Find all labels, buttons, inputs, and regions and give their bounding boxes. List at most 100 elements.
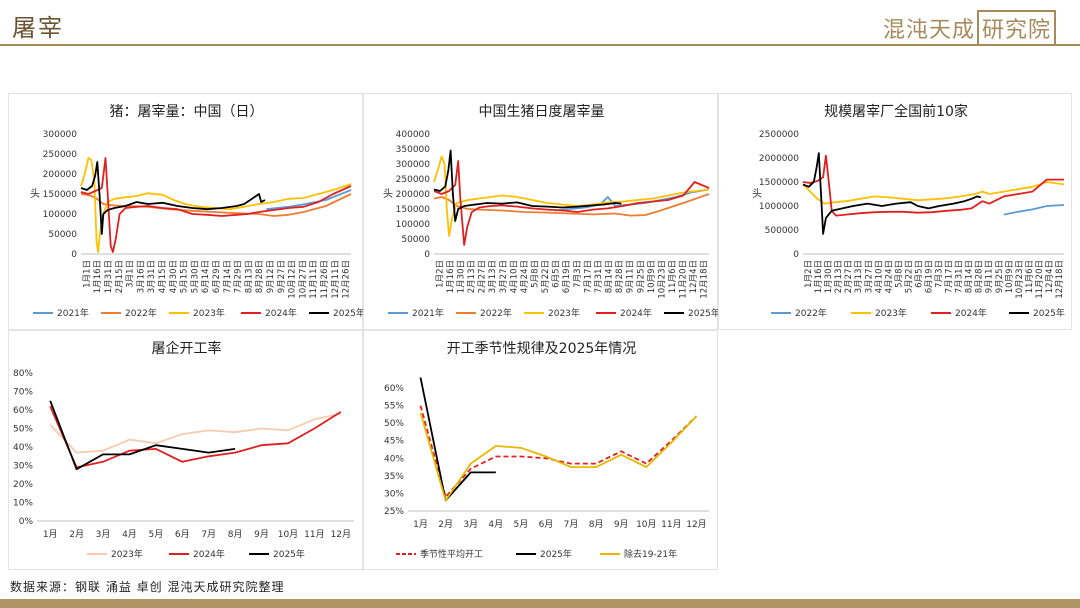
series-line [802, 181, 1065, 205]
y-tick-label: 200000 [396, 190, 431, 200]
y-tick-label: 250000 [43, 150, 78, 160]
series-line [419, 405, 698, 498]
x-tick-label: 12月18日 [700, 260, 710, 299]
legend-label: 2025年 [333, 307, 364, 319]
x-tick-label: 1月2日 [804, 260, 814, 288]
legend-label: 2025年 [273, 548, 305, 560]
x-tick-label: 9月 [614, 519, 629, 530]
x-tick-label: 11月26日 [320, 260, 330, 299]
x-tick-label: 11月20日 [1035, 260, 1045, 299]
legend-label: 2024年 [955, 307, 987, 319]
x-tick-label: 9月11日 [985, 260, 995, 293]
x-tick-label: 1月2日 [435, 260, 445, 288]
y-tick-label: 40% [13, 443, 33, 453]
x-tick-label: 11月 [304, 529, 324, 540]
chart-title: 屠企开工率 [152, 340, 222, 357]
x-tick-label: 10月9日 [1005, 260, 1015, 293]
x-tick-label: 8月 [228, 529, 243, 540]
legend-label: 2025年 [688, 307, 719, 319]
x-tick-label: 5月22日 [541, 260, 551, 293]
y-tick-label: 100000 [396, 220, 431, 230]
y-tick-label: 100000 [43, 210, 78, 220]
page-header: 屠宰 混沌天成 研究院 [0, 0, 1080, 46]
series-line [419, 377, 496, 502]
x-tick-label: 2月15日 [115, 260, 125, 293]
x-tick-label: 2月 [69, 529, 84, 540]
x-tick-label: 1月 [43, 529, 58, 540]
x-tick-label: 1月 [413, 519, 428, 530]
y-tick-label: 80% [13, 369, 33, 379]
x-tick-label: 9月12日 [266, 260, 276, 293]
chart-seasonality: 开工季节性规律及2025年情况 25% 30% 35% 40% 45% 50% 55% 60% 1… [384, 341, 709, 560]
x-tick-label: 7月3日 [935, 260, 945, 288]
x-tick-label: 4月24日 [884, 260, 894, 293]
legend-label: 2024年 [193, 548, 225, 560]
x-tick-label: 9月11日 [626, 260, 636, 293]
legend-label: 2022年 [480, 307, 512, 319]
y-tick-label: 300000 [43, 130, 78, 140]
x-tick-label: 2月13日 [467, 260, 477, 293]
x-tick-label: 2月27日 [478, 260, 488, 293]
x-tick-label: 6月19日 [562, 260, 572, 293]
legend-label: 2021年 [57, 307, 89, 319]
x-tick-label: 8月14日 [965, 260, 975, 293]
x-tick-label: 4月30日 [169, 260, 179, 293]
x-tick-label: 12月26日 [342, 260, 352, 299]
x-tick-label: 8月28日 [975, 260, 985, 293]
x-tick-label: 7月31日 [955, 260, 965, 293]
x-tick-label: 8月14日 [605, 260, 615, 293]
y-tick-label: 250000 [396, 175, 431, 185]
series-line [419, 412, 698, 502]
y-tick-label: 400000 [396, 130, 431, 140]
x-tick-label: 9月25日 [636, 260, 646, 293]
x-tick-label: 7月29日 [234, 260, 244, 293]
y-tick-label: 60% [384, 384, 404, 394]
series-line [1003, 204, 1065, 216]
x-tick-label: 10月23日 [1015, 260, 1025, 299]
x-tick-label: 9月25日 [995, 260, 1005, 293]
y-tick-label: 60% [13, 406, 33, 416]
x-tick-label: 6月5日 [552, 260, 562, 288]
series-line [802, 152, 982, 235]
x-tick-label: 3月 [96, 529, 111, 540]
x-tick-label: 7月31日 [594, 260, 604, 293]
y-tick-label: 350000 [396, 145, 431, 155]
x-tick-label: 6月29日 [212, 260, 222, 293]
x-tick-label: 5月 [514, 519, 529, 530]
y-axis-label: 头 [30, 188, 40, 200]
x-tick-label: 12月18日 [1055, 260, 1065, 299]
x-tick-label: 3月13日 [854, 260, 864, 293]
x-tick-label: 5月8日 [530, 260, 540, 288]
x-tick-label: 1月30日 [456, 260, 466, 293]
x-tick-label: 12月11日 [331, 260, 341, 299]
legend-label: 除去19-21年 [624, 548, 677, 560]
chart-operating-rate: 屠企开工率 0% 10% 20% 30% 40% 50% 60% 70% 80% 1月 2月 3月 4月 5… [13, 340, 354, 560]
x-tick-label: 7月3日 [573, 260, 583, 288]
y-tick-label: 0% [19, 517, 34, 527]
y-tick-label: 500000 [765, 226, 800, 236]
y-tick-label: 300000 [396, 160, 431, 170]
series-line [802, 154, 1064, 217]
header-divider [0, 44, 1080, 46]
x-tick-label: 11月 [661, 519, 681, 530]
x-tick-label: 6月 [175, 529, 190, 540]
x-tick-label: 5月15日 [180, 260, 190, 293]
chart-panel-seasonality: 开工季节性规律及2025年情况 25% 30% 35% 40% 45% 50% 55% 60% 1… [363, 330, 718, 570]
x-tick-label: 3月16日 [136, 260, 146, 293]
chart-top10-slaughterhouses: 规模屠宰厂全国前10家 0 500000 1000000 1500000 2000000 2… [752, 103, 1065, 319]
x-tick-label: 4月10日 [874, 260, 884, 293]
x-tick-label: 5月8日 [894, 260, 904, 288]
x-tick-label: 11月20日 [679, 260, 689, 299]
x-tick-label: 2月27日 [844, 260, 854, 293]
series-line [80, 157, 352, 253]
x-tick-label: 10月27日 [298, 260, 308, 299]
x-tick-label: 12月 [686, 519, 706, 530]
x-tick-label: 12月4日 [1045, 260, 1055, 293]
x-tick-label: 7月 [201, 529, 216, 540]
legend-label: 2023年 [548, 307, 580, 319]
y-tick-label: 30% [384, 489, 404, 499]
data-source-note: 数据来源：钢联 涌益 卓创 混沌天成研究院整理 [10, 580, 285, 594]
x-tick-label: 8月28日 [615, 260, 625, 293]
y-tick-label: 50% [384, 419, 404, 429]
x-tick-label: 1月31日 [104, 260, 114, 293]
